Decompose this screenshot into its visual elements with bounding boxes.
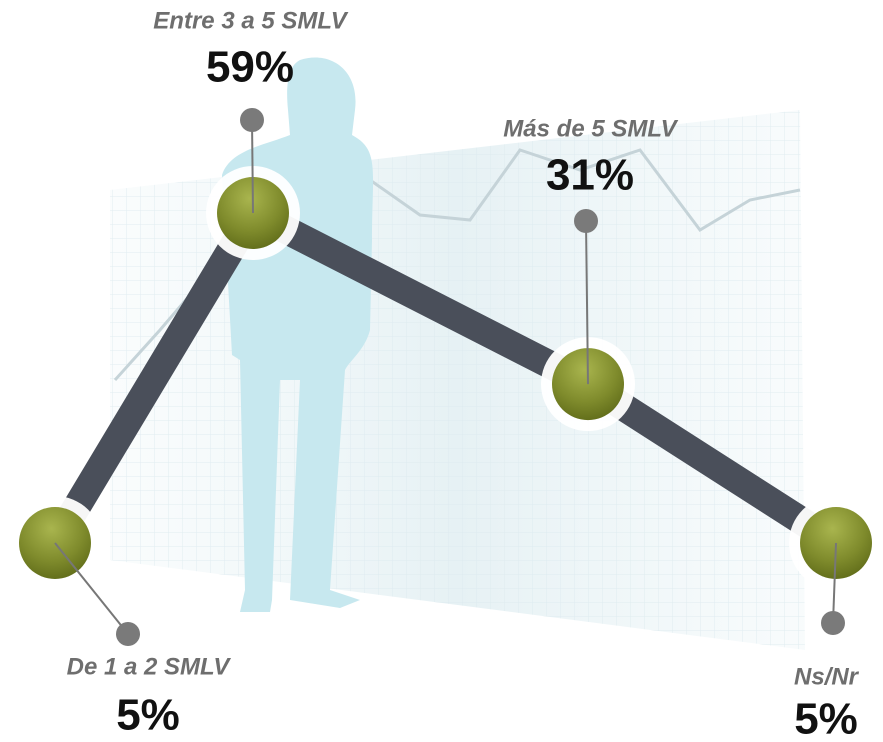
category-label: Más de 5 SMLV: [503, 115, 678, 142]
leader-dot: [574, 209, 598, 233]
value-label: 5%: [116, 691, 180, 740]
leader-dot: [821, 611, 845, 635]
value-label: 59%: [206, 43, 294, 92]
value-label: 5%: [794, 695, 858, 742]
value-label: 31%: [546, 151, 634, 200]
leader-line: [251, 119, 254, 214]
plot: De 1 a 2 SMLV 5% Entre 3 a 5 SMLV 59% Más de…: [8, 7, 883, 742]
leader-line: [54, 542, 129, 635]
leader-line: [585, 220, 589, 385]
category-label: Ns/Nr: [794, 663, 860, 690]
background: [110, 57, 805, 650]
leader-line: [832, 542, 837, 624]
leader-dot: [116, 622, 140, 646]
category-label: De 1 a 2 SMLV: [67, 653, 232, 680]
line: [42, 200, 844, 555]
category-label: Entre 3 a 5 SMLV: [153, 7, 348, 34]
leader-dot: [240, 108, 264, 132]
